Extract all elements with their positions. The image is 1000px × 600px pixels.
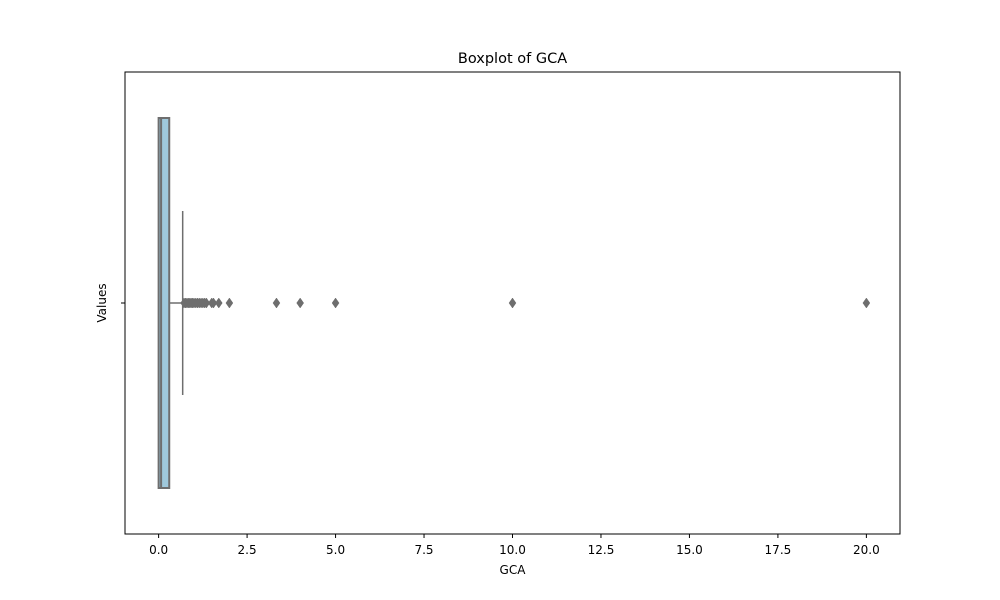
x-tick-label: 20.0 bbox=[853, 543, 880, 557]
outlier-point bbox=[508, 297, 517, 309]
outlier-point bbox=[209, 297, 218, 309]
x-tick-label: 10.0 bbox=[499, 543, 526, 557]
y-tick-label: Values bbox=[95, 283, 109, 322]
x-axis-title: GCA bbox=[500, 563, 527, 577]
outlier-point bbox=[862, 297, 871, 309]
y-axis: Values bbox=[95, 283, 125, 323]
plot-area-group bbox=[157, 117, 871, 489]
x-tick-label: 2.5 bbox=[238, 543, 257, 557]
x-tick-label: 5.0 bbox=[326, 543, 345, 557]
outlier-point bbox=[272, 297, 281, 309]
outlier-point bbox=[214, 297, 223, 309]
outlier-point bbox=[202, 297, 211, 309]
x-tick-label: 17.5 bbox=[765, 543, 792, 557]
chart-title: Boxplot of GCA bbox=[458, 51, 567, 67]
x-tick-label: 15.0 bbox=[676, 543, 703, 557]
x-tick-label: 7.5 bbox=[414, 543, 433, 557]
x-tick-label: 12.5 bbox=[588, 543, 615, 557]
outlier-point bbox=[331, 297, 340, 309]
x-axis: 0.0 2.5 5.0 7.5 10.0 12.5 15.0 17.5 20.0 bbox=[149, 534, 880, 557]
outlier-point bbox=[296, 297, 304, 309]
x-tick-label: 0.0 bbox=[149, 543, 168, 557]
box-iqr bbox=[157, 117, 171, 489]
outlier-point bbox=[225, 297, 234, 309]
